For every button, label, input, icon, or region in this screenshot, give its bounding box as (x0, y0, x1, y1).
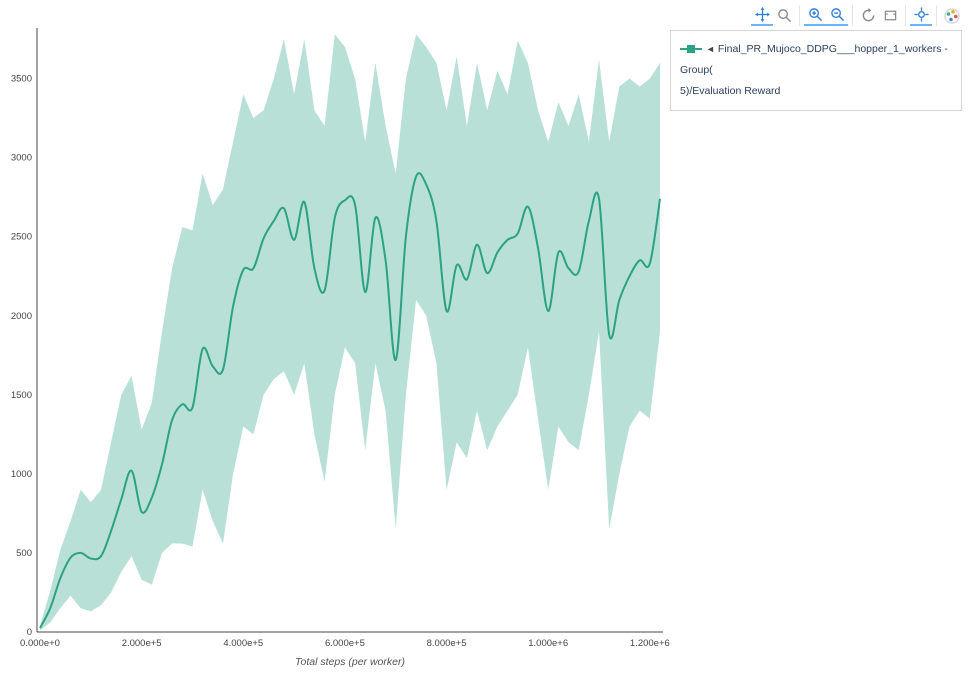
x-tick-label: 0.000e+0 (20, 638, 60, 649)
y-tick-label: 1000 (11, 469, 32, 480)
x-tick-label: 8.000e+5 (427, 638, 467, 649)
legend-label-line1: Final_PR_Mujoco_DDPG___hopper_1_workers … (680, 43, 948, 76)
y-tick-label: 1500 (11, 390, 32, 401)
mean-line (39, 172, 661, 629)
y-tick-label: 2000 (11, 311, 32, 322)
x-tick-label: 1.200e+6 (630, 638, 670, 649)
y-tick-label: 500 (16, 548, 32, 559)
modebar-group-logo (937, 5, 967, 26)
modebar-group-hover (906, 5, 937, 26)
modebar-group-zoom (800, 5, 853, 26)
x-tick-label: 1.000e+6 (528, 638, 568, 649)
y-tick-label: 3500 (11, 74, 32, 85)
autoscale-icon[interactable] (857, 5, 879, 26)
zoom-in-icon[interactable] (804, 5, 826, 26)
y-tick-label: 3000 (11, 153, 32, 164)
modebar-group-axes (853, 5, 906, 26)
modebar-group-dragmode (747, 5, 800, 26)
legend-line-sample (680, 45, 702, 54)
pan-icon[interactable] (751, 5, 773, 26)
zoom-out-icon[interactable] (826, 5, 848, 26)
y-tick-label: 0 (27, 627, 32, 638)
legend-collapse-arrow[interactable]: ◄ (706, 44, 715, 54)
x-tick-label: 4.000e+5 (223, 638, 263, 649)
spikelines-icon[interactable] (910, 5, 932, 26)
confidence-band (40, 34, 660, 631)
legend-item[interactable]: ◄ Final_PR_Mujoco_DDPG___hopper_1_workers… (670, 30, 962, 111)
zoom-icon[interactable] (773, 5, 795, 26)
modebar (747, 5, 967, 26)
x-tick-label: 6.000e+5 (325, 638, 365, 649)
legend-label-line2: 5)/Evaluation Reward (680, 85, 781, 97)
y-tick-label: 2500 (11, 232, 32, 243)
x-axis-title: Total steps (per worker) (295, 656, 405, 668)
x-tick-label: 2.000e+5 (122, 638, 162, 649)
plotly-logo[interactable] (941, 5, 963, 26)
reset-axes-icon[interactable] (879, 5, 901, 26)
